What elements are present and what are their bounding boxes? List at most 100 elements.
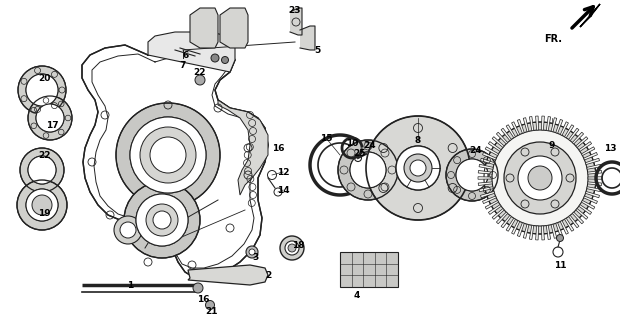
Polygon shape <box>478 177 492 179</box>
Polygon shape <box>588 171 602 174</box>
Polygon shape <box>576 209 588 219</box>
Circle shape <box>120 222 136 238</box>
Polygon shape <box>489 141 501 151</box>
Polygon shape <box>587 187 601 192</box>
Text: 3: 3 <box>253 253 259 262</box>
Circle shape <box>396 146 440 190</box>
Circle shape <box>492 130 588 226</box>
Circle shape <box>18 66 66 114</box>
Circle shape <box>211 54 219 62</box>
Polygon shape <box>569 128 579 141</box>
Circle shape <box>36 104 64 132</box>
Circle shape <box>36 104 64 132</box>
Polygon shape <box>512 122 520 135</box>
Circle shape <box>404 154 432 182</box>
Text: 17: 17 <box>46 121 58 130</box>
Text: 9: 9 <box>549 140 555 149</box>
Polygon shape <box>506 218 515 231</box>
Text: 10: 10 <box>346 139 358 148</box>
Polygon shape <box>569 215 579 228</box>
Polygon shape <box>300 26 315 50</box>
Polygon shape <box>479 187 493 192</box>
Text: 12: 12 <box>277 167 290 177</box>
Polygon shape <box>572 132 583 144</box>
Polygon shape <box>560 122 569 135</box>
Polygon shape <box>556 223 563 236</box>
Circle shape <box>114 216 142 244</box>
Polygon shape <box>523 118 529 132</box>
Text: 7: 7 <box>180 60 186 69</box>
Polygon shape <box>587 164 601 169</box>
Text: 1: 1 <box>127 282 133 291</box>
Polygon shape <box>517 223 525 236</box>
Polygon shape <box>582 147 595 156</box>
Polygon shape <box>148 32 235 72</box>
Polygon shape <box>480 158 495 164</box>
Text: 21: 21 <box>206 308 218 316</box>
Polygon shape <box>497 212 508 224</box>
Polygon shape <box>478 171 492 174</box>
Polygon shape <box>565 125 574 138</box>
Polygon shape <box>546 116 551 131</box>
Polygon shape <box>220 8 248 48</box>
Circle shape <box>195 75 205 85</box>
Circle shape <box>150 137 186 173</box>
Polygon shape <box>572 212 583 224</box>
Polygon shape <box>82 45 268 278</box>
Circle shape <box>557 235 564 242</box>
Circle shape <box>396 146 440 190</box>
Polygon shape <box>480 191 495 198</box>
Text: 8: 8 <box>415 135 421 145</box>
Circle shape <box>221 57 229 63</box>
Circle shape <box>285 241 299 255</box>
Text: 6: 6 <box>183 51 189 60</box>
Polygon shape <box>588 177 602 179</box>
Circle shape <box>410 160 426 176</box>
Text: 19: 19 <box>38 209 50 218</box>
Polygon shape <box>541 226 544 240</box>
Circle shape <box>193 283 203 293</box>
Polygon shape <box>582 200 595 209</box>
Polygon shape <box>529 116 534 131</box>
Text: 23: 23 <box>289 5 301 14</box>
Circle shape <box>492 130 588 226</box>
Polygon shape <box>546 225 551 239</box>
Polygon shape <box>218 100 268 195</box>
Polygon shape <box>492 137 504 148</box>
Circle shape <box>350 152 386 188</box>
Polygon shape <box>583 196 598 204</box>
Circle shape <box>116 103 220 207</box>
Circle shape <box>28 96 72 140</box>
Circle shape <box>518 156 562 200</box>
Circle shape <box>26 189 58 221</box>
Polygon shape <box>579 141 591 151</box>
Circle shape <box>446 149 498 201</box>
Circle shape <box>124 182 200 258</box>
Text: 22: 22 <box>193 68 206 76</box>
Circle shape <box>246 246 258 258</box>
Polygon shape <box>551 118 557 132</box>
Circle shape <box>528 166 552 190</box>
Polygon shape <box>579 204 591 214</box>
Polygon shape <box>485 200 498 209</box>
Text: 2: 2 <box>265 271 271 281</box>
Text: 25: 25 <box>354 148 366 157</box>
Circle shape <box>130 117 206 193</box>
Circle shape <box>205 300 215 309</box>
Polygon shape <box>523 224 529 238</box>
Circle shape <box>130 117 206 193</box>
Polygon shape <box>482 152 496 160</box>
Polygon shape <box>290 8 302 35</box>
Circle shape <box>456 159 488 191</box>
Polygon shape <box>556 119 563 133</box>
Text: 5: 5 <box>314 45 320 54</box>
Circle shape <box>484 122 596 234</box>
Circle shape <box>28 156 56 184</box>
Polygon shape <box>580 4 600 27</box>
Polygon shape <box>478 182 492 186</box>
Circle shape <box>136 194 188 246</box>
Circle shape <box>350 152 386 188</box>
Polygon shape <box>585 191 600 198</box>
Circle shape <box>20 148 64 192</box>
Polygon shape <box>479 164 493 169</box>
